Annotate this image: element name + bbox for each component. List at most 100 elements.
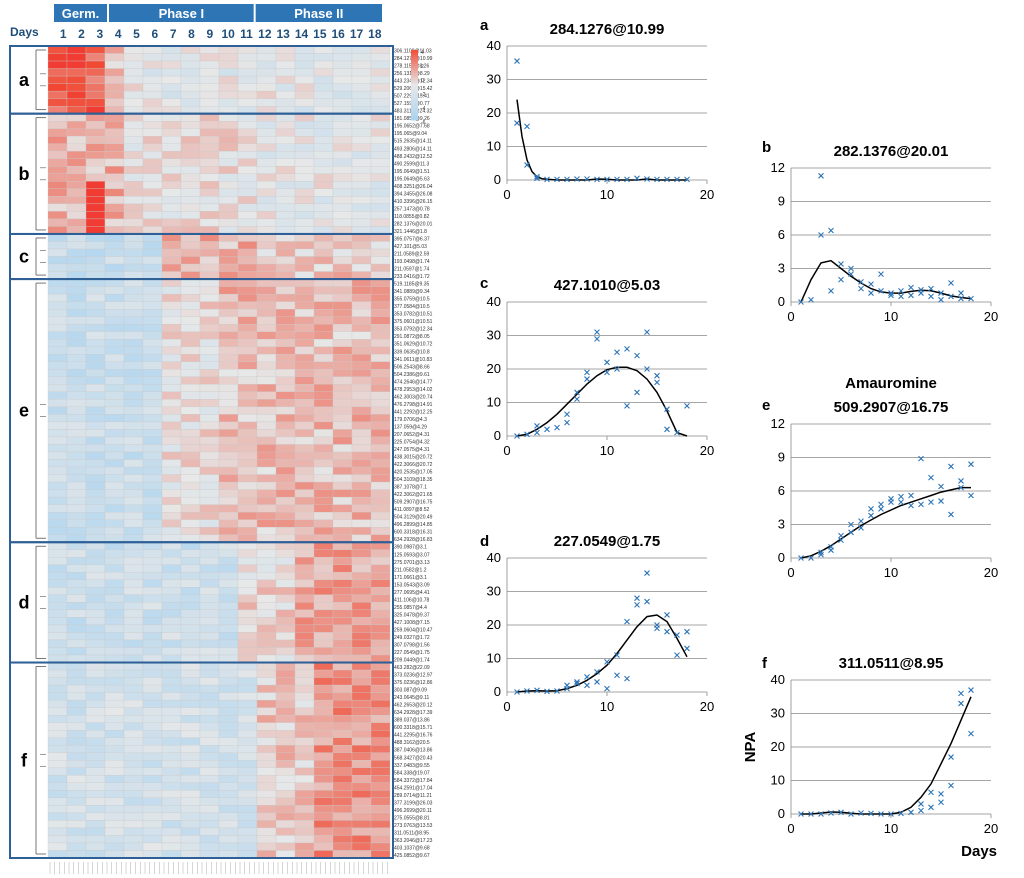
panel-title: 282.1376@20.01 xyxy=(834,143,949,160)
heatmap-cell xyxy=(237,564,258,573)
heatmap-cell xyxy=(294,346,315,355)
heatmap-cell xyxy=(256,511,277,520)
heatmap-cell xyxy=(275,451,296,460)
heatmap-cell xyxy=(370,745,391,753)
heatmap-cell xyxy=(104,699,125,708)
data-point-stroke xyxy=(968,730,974,737)
heatmap-cell xyxy=(123,90,144,99)
heatmap-cell xyxy=(351,775,372,783)
heatmap-cell xyxy=(104,767,125,776)
heatmap-cell xyxy=(351,128,372,137)
panel-letter: c xyxy=(480,275,488,292)
heatmap-cell xyxy=(161,98,182,107)
heatmap-row-label: 243.0645@9.11 xyxy=(394,695,430,701)
heatmap-cell xyxy=(332,384,353,393)
heatmap-cell xyxy=(237,308,258,317)
heatmap-cell xyxy=(180,136,201,144)
heatmap-cell xyxy=(104,714,125,723)
data-point-stroke xyxy=(534,429,540,436)
heatmap-cell xyxy=(161,511,182,520)
heatmap-cell xyxy=(294,617,315,626)
heatmap-cell xyxy=(123,624,144,633)
heatmap-cell xyxy=(66,722,87,731)
heatmap-cell xyxy=(275,782,296,791)
heatmap-cell xyxy=(313,233,334,242)
heatmap-cell xyxy=(256,617,277,626)
color-scale-swatch xyxy=(411,99,418,102)
heatmap-cell xyxy=(104,233,125,242)
heatmap-cell xyxy=(66,278,87,287)
heatmap-cell xyxy=(275,684,296,693)
heatmap-cell xyxy=(66,707,87,716)
data-point-stroke xyxy=(684,645,690,652)
y-tick-label: 40 xyxy=(487,38,501,53)
heatmap-cell xyxy=(294,489,315,498)
data-point xyxy=(948,754,954,760)
heatmap-cell xyxy=(351,361,372,370)
heatmap-cell xyxy=(66,158,87,167)
heatmap-cell xyxy=(180,151,201,159)
heatmap-cell xyxy=(237,316,258,325)
heatmap-cell xyxy=(199,647,220,656)
heatmap-cell xyxy=(351,286,372,295)
heatmap-cell xyxy=(142,684,163,693)
heatmap-cell xyxy=(351,594,372,603)
heatmap-cell xyxy=(123,436,144,445)
y-tick-label: 10 xyxy=(487,139,501,154)
heatmap-cell xyxy=(313,549,334,558)
heatmap-cell xyxy=(123,399,144,408)
heatmap-cell xyxy=(332,369,353,377)
data-point xyxy=(878,505,884,512)
y-tick-label: 20 xyxy=(771,739,785,754)
heatmap-cell xyxy=(123,579,144,588)
heatmap-cell xyxy=(294,805,315,814)
heatmap-cell xyxy=(351,421,372,430)
day-number: 6 xyxy=(151,27,158,41)
data-point xyxy=(544,176,550,183)
heatmap-cell xyxy=(85,211,106,220)
heatmap-cell xyxy=(104,211,125,220)
heatmap-cell xyxy=(180,166,201,174)
heatmap-cell xyxy=(313,444,334,453)
heatmap-cell xyxy=(218,354,239,362)
heatmap-cell xyxy=(47,105,68,114)
heatmap-cell xyxy=(142,113,163,122)
heatmap-cell xyxy=(275,602,296,611)
heatmap-cell xyxy=(47,782,68,791)
heatmap-cell xyxy=(332,271,353,280)
heatmap-cell xyxy=(199,699,220,708)
heatmap-cell xyxy=(313,384,334,393)
color-scale-swatch xyxy=(411,75,418,79)
heatmap-cell xyxy=(199,684,220,693)
heatmap-row-label: 389.037@13.86 xyxy=(394,718,430,724)
heatmap-cell xyxy=(161,527,182,535)
heatmap-cell xyxy=(180,684,201,693)
heatmap-cell xyxy=(161,436,182,445)
heatmap-cell xyxy=(313,692,334,701)
data-point xyxy=(684,176,690,183)
heatmap-cell xyxy=(275,594,296,603)
color-scale-swatch xyxy=(411,71,418,74)
heatmap-cell xyxy=(180,557,201,565)
data-point xyxy=(584,369,590,376)
heatmap-cell xyxy=(332,166,353,174)
heatmap-cell xyxy=(47,760,68,768)
heatmap-cell xyxy=(218,564,239,573)
heatmap-row-label: 207.0652@4.31 xyxy=(394,432,430,438)
data-point xyxy=(868,290,874,296)
heatmap-cell xyxy=(237,760,258,768)
heatmap-cell xyxy=(66,669,87,678)
heatmap-cell xyxy=(123,594,144,603)
heatmap-cell xyxy=(180,121,201,129)
heatmap-cell xyxy=(47,376,68,385)
heatmap-cell xyxy=(47,136,68,144)
heatmap-cell xyxy=(123,654,144,663)
heatmap-cell xyxy=(275,775,296,783)
heatmap-cell xyxy=(313,121,334,129)
heatmap-cell xyxy=(85,218,106,227)
heatmap-cell xyxy=(218,196,239,205)
data-point xyxy=(644,329,650,336)
heatmap-cell xyxy=(256,173,277,182)
heatmap-cell xyxy=(275,354,296,362)
heatmap-cell xyxy=(161,308,182,317)
